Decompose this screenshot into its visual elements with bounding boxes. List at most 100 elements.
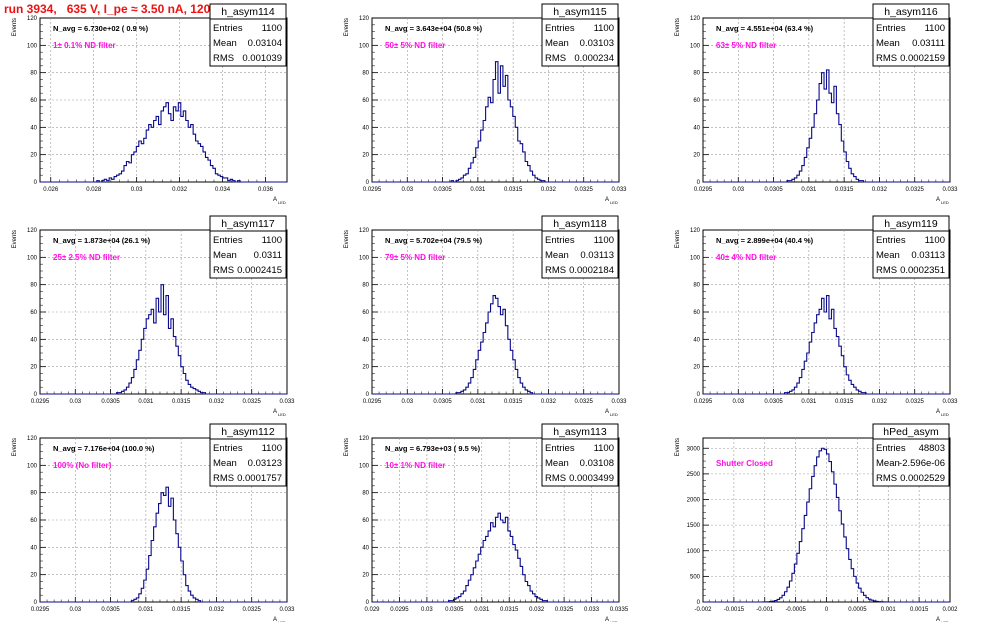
stats-box [209,3,287,67]
x-tick-label: -0.0015 [724,607,745,613]
filter-label: 79± 5% ND filter [385,253,445,262]
y-tick-label: 500 [690,574,701,580]
stats-label: Mean [213,458,237,469]
y-tick-label: 1000 [687,549,701,555]
stats-value: 0.0002529 [900,473,945,484]
x-tick-label: 0.0335 [610,607,629,613]
histogram-name: h_asym112 [221,426,275,438]
x-tick-label: 0.03 [131,187,143,193]
x-axis-label-subscript: LED [941,200,949,205]
stats-value: 0.0003499 [569,473,614,484]
histogram-panel-h_asym112: 0.0295 0.03 0.0305 0.031 0.0315 0.032 0.0325 0.… [12,423,295,622]
y-tick-label: 100 [359,43,370,49]
y-tick-label: 40 [362,125,369,131]
x-tick-label: 0.031 [470,187,486,193]
x-tick-label: 0.0325 [575,187,594,193]
x-axis-label: A [273,197,277,203]
y-tick-label: 0 [697,392,701,398]
x-tick-label: 0.0325 [243,399,262,405]
y-tick-label: 40 [30,125,37,131]
stats-label: Mean [876,250,900,261]
stats-label: RMS [876,473,897,484]
stats-value: 48803 [919,443,945,454]
x-tick-label: 0.026 [43,187,59,193]
y-tick-label: 80 [693,283,700,289]
x-axis-label-subscript: LED [610,412,618,417]
stats-box [541,423,619,487]
y-tick-label: 100 [27,255,38,261]
x-tick-label: -0.002 [694,607,712,613]
stats-value: 0.03123 [248,458,282,469]
x-axis-label: A [936,197,940,203]
x-axis-label: A [936,617,940,622]
stats-label: RMS [213,265,234,276]
x-tick-label: 0.0295 [694,399,713,405]
y-tick-label: 80 [362,71,369,77]
x-tick-label: 0.029 [364,607,380,613]
histogram-panel-h_asym115: 0.0295 0.03 0.0305 0.031 0.0315 0.032 0.0325 0.… [344,3,627,205]
histogram-panel-hPed_asym: -0.002 -0.0015 -0.001 -0.0005 0 0.0005 0.001 0.… [675,423,958,622]
y-tick-label: 0 [34,180,38,186]
x-tick-label: 0.0325 [906,187,925,193]
x-tick-label: 0.0315 [172,607,191,613]
histogram-line [703,295,950,395]
x-tick-label: 0.032 [541,399,557,405]
y-axis-label: Events [675,230,681,248]
x-tick-label: 0.032 [541,187,557,193]
filter-label: 100% (No filter) [53,461,112,470]
histogram-line [703,447,950,603]
navg-label: N_avg = 3.643e+04 (50.8 %) [385,24,483,33]
x-axis-label-subscript: LED [278,412,286,417]
stats-value: -2.596e-06 [899,458,945,469]
x-tick-label: 0.0325 [243,607,262,613]
y-tick-label: 20 [30,153,37,159]
x-tick-label: 0.03 [732,399,744,405]
x-tick-label: 0.031 [474,607,490,613]
y-tick-label: 100 [359,255,370,261]
x-tick-label: 0 [825,607,829,613]
x-tick-label: 0.031 [801,399,817,405]
y-tick-label: 20 [693,365,700,371]
stats-value: 0.0311 [254,250,282,261]
y-tick-label: 80 [30,491,37,497]
y-tick-label: 100 [690,43,701,49]
histogram-panel-h_asym119: 0.0295 0.03 0.0305 0.031 0.0315 0.032 0.0325 0.… [675,215,958,417]
histogram-panel-h_asym116: 0.0295 0.03 0.0305 0.031 0.0315 0.032 0.0325 0.… [675,3,958,205]
histogram-panel-h_asym117: 0.0295 0.03 0.0305 0.031 0.0315 0.032 0.0325 0.… [12,215,295,417]
histogram-line [40,486,287,603]
x-tick-label: 0.0325 [906,399,925,405]
y-tick-label: 80 [30,71,37,77]
y-tick-label: 0 [34,600,38,606]
y-tick-label: 60 [362,310,369,316]
stats-label: RMS [213,473,234,484]
histogram-line [372,61,619,183]
y-tick-label: 2000 [687,498,701,504]
stats-label: Mean [213,38,237,49]
x-tick-label: 0.036 [258,187,274,193]
y-tick-label: 0 [34,392,38,398]
y-tick-label: 120 [359,436,370,442]
x-tick-label: 0.034 [215,187,231,193]
x-tick-label: 0.0295 [363,399,382,405]
x-tick-label: 0.002 [942,607,958,613]
y-tick-label: 60 [30,518,37,524]
y-tick-label: 100 [359,463,370,469]
filter-label: 50± 5% ND filter [385,41,445,50]
filter-label: 63± 5% ND filter [716,41,776,50]
y-tick-label: 120 [359,228,370,234]
x-tick-label: 0.03 [401,187,413,193]
y-tick-label: 60 [693,98,700,104]
stats-box [872,3,950,67]
x-tick-label: 0.0325 [555,607,574,613]
navg-label: N_avg = 1.873e+04 (26.1 %) [53,236,151,245]
y-tick-label: 80 [362,283,369,289]
y-tick-label: 60 [30,310,37,316]
y-tick-label: 0 [697,600,701,606]
x-tick-label: 0.033 [279,607,295,613]
stats-value: 0.03103 [580,38,614,49]
stats-value: 1100 [594,23,614,34]
x-axis-label-subscript: LED [278,200,286,205]
stats-value: 0.0002351 [900,265,945,276]
y-tick-label: 0 [366,180,370,186]
